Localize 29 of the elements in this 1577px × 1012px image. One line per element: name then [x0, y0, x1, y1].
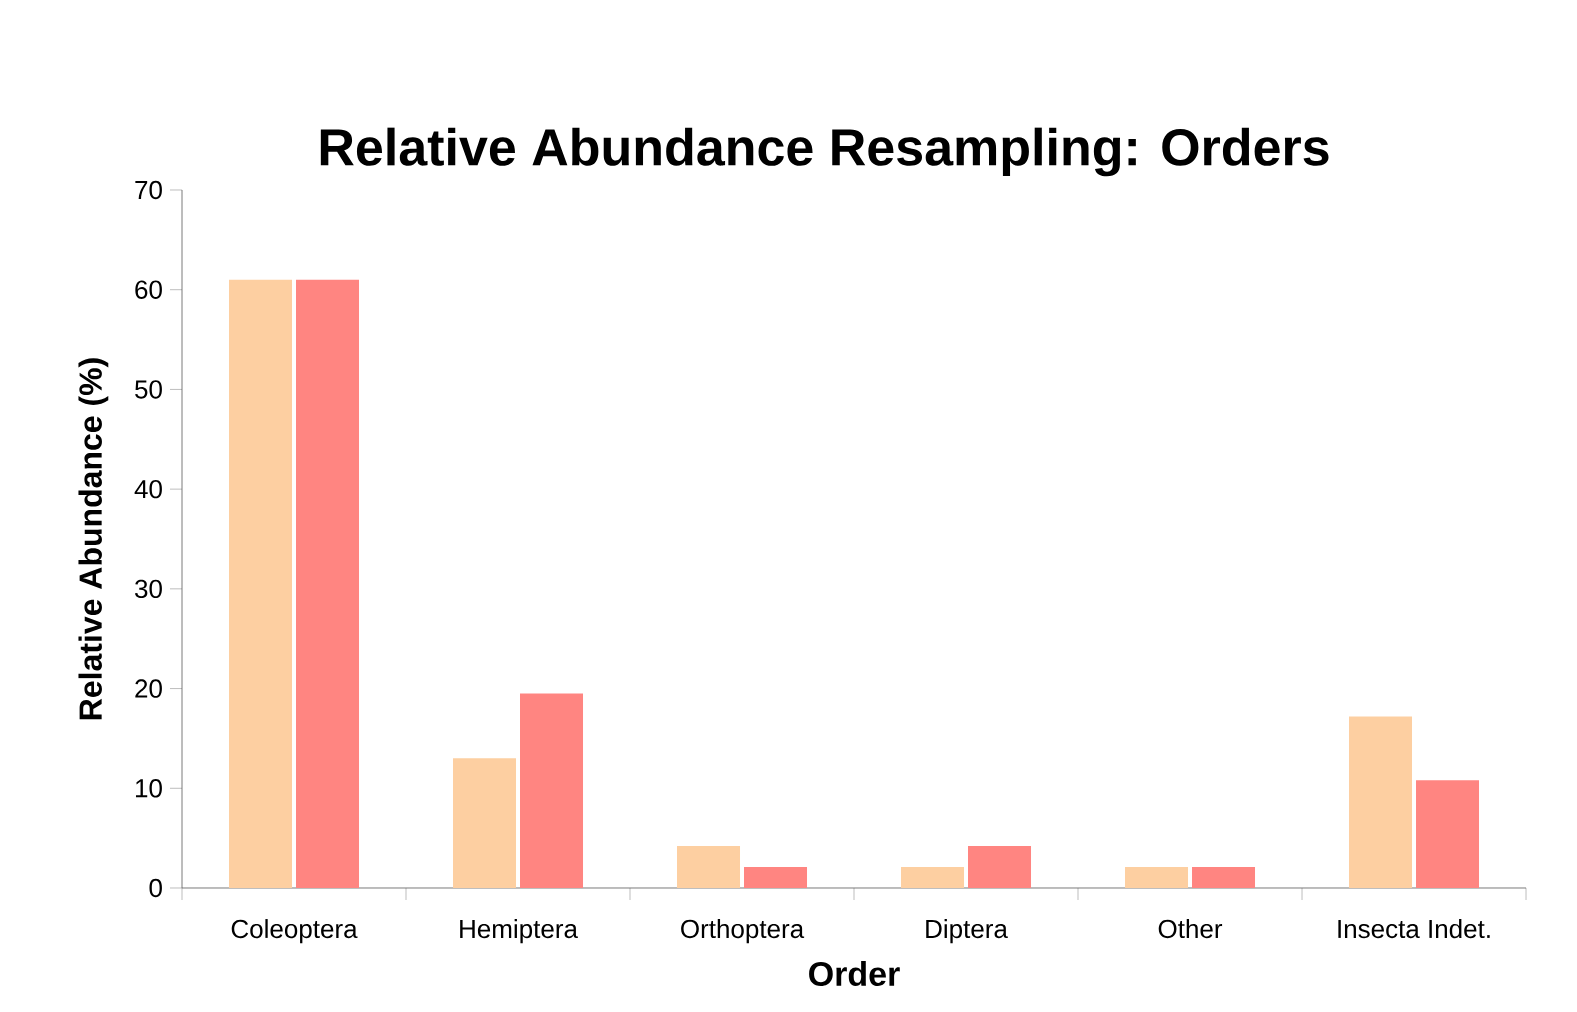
bar	[229, 279, 292, 888]
bar	[1349, 716, 1413, 888]
y-tick-label: 40	[134, 479, 162, 499]
x-tick-label: Insecta Indet.	[1338, 919, 1490, 939]
bar	[968, 846, 1032, 888]
y-tick-label: 10	[135, 779, 162, 798]
x-tick-label: Diptera	[926, 919, 1008, 944]
x-tick-label: Coleoptera	[231, 919, 358, 944]
bar	[1416, 780, 1480, 888]
bar	[901, 867, 965, 888]
y-tick-label: 20	[135, 679, 162, 698]
y-tick-label: 30	[135, 579, 162, 599]
bar	[453, 758, 517, 888]
bar	[296, 279, 360, 888]
bar	[1192, 867, 1256, 888]
y-axis-title: Relative Abundance (%)	[78, 358, 109, 720]
y-tick-label: 70	[135, 180, 162, 200]
x-tick-label: Orthoptera	[681, 919, 805, 944]
y-tick-label: 60	[135, 280, 162, 299]
bar	[744, 867, 808, 888]
x-tick-label: Other	[1158, 919, 1223, 939]
bar	[1125, 867, 1189, 888]
x-axis-title: Order	[809, 961, 900, 987]
bar	[677, 846, 741, 888]
bar	[520, 693, 584, 888]
x-tick-label: Hemiptera	[460, 919, 578, 944]
y-tick-label: 0	[149, 878, 162, 898]
y-tick-label: 50	[135, 380, 162, 399]
chart-title: Relative Abundance Resampling: Orders	[320, 127, 1329, 177]
